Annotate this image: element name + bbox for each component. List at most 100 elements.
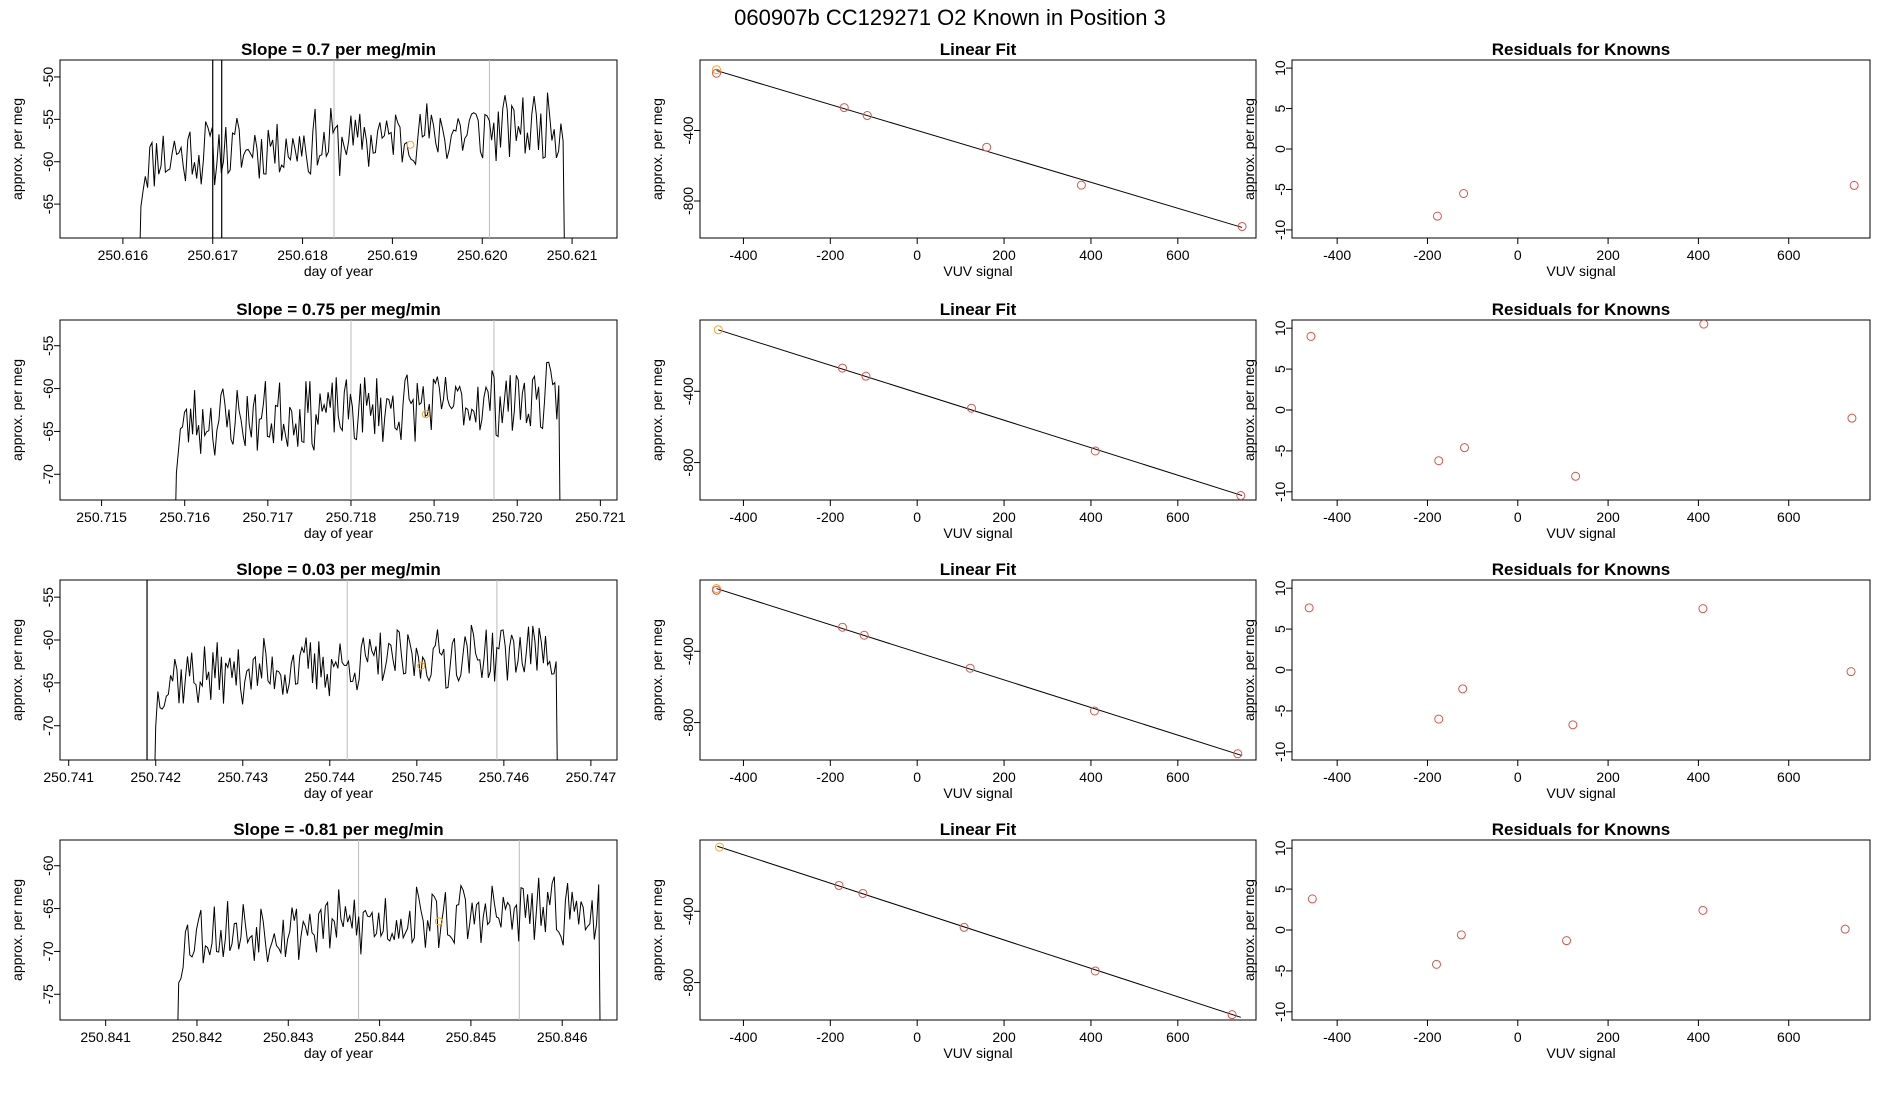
x-tick-label: 250.718 <box>326 509 377 525</box>
x-tick-label: 250.745 <box>392 769 443 785</box>
panels: Slope = 0.7 per meg/min 250.616 250.617 250… <box>9 40 1871 1061</box>
data-point <box>715 842 725 852</box>
plot-area <box>146 580 558 760</box>
residual-point <box>1849 180 1859 190</box>
x-tick-label: 250.616 <box>98 247 149 263</box>
residual-point <box>1568 720 1578 730</box>
panel-residuals-0: Residuals for Knowns -400 -200 0 200 400 600 -1… <box>1241 40 1871 279</box>
x-axis-label: VUV signal <box>1546 263 1615 279</box>
plot-area <box>139 60 565 238</box>
data-point <box>1227 1010 1237 1020</box>
panel-title: Slope = 0.7 per meg/min <box>241 40 436 59</box>
panel-title: Slope = 0.03 per meg/min <box>236 560 441 579</box>
y-tick-label: -5 <box>1272 444 1288 457</box>
residual-point <box>1459 189 1469 198</box>
residual-point <box>1458 684 1468 694</box>
data-point <box>834 880 844 890</box>
x-axis-label: day of year <box>304 1045 374 1061</box>
plot-area <box>175 320 561 500</box>
data-point <box>1090 966 1100 976</box>
x-tick-label: -200 <box>1413 1029 1441 1045</box>
y-tick-label: -60 <box>40 855 56 875</box>
x-tick-label: -400 <box>1323 1029 1351 1045</box>
x-tick-label: 600 <box>1166 1029 1190 1045</box>
y-axis-label: approx. per meg <box>649 359 665 461</box>
residual-point <box>1307 894 1317 904</box>
y-tick-label: 0 <box>1272 926 1288 934</box>
x-axis-label: VUV signal <box>943 263 1012 279</box>
y-tick-label: -60 <box>40 151 56 171</box>
y-tick-label: -65 <box>40 898 56 918</box>
panel-title: Linear Fit <box>940 820 1017 839</box>
data-point <box>861 371 871 381</box>
plot-frame <box>699 579 1257 761</box>
y-tick-label: -55 <box>40 335 56 355</box>
y-tick-label: -10 <box>1272 220 1288 240</box>
residual-point <box>1304 603 1314 613</box>
y-tick-label: -800 <box>680 187 696 215</box>
x-tick-label: -200 <box>816 247 844 263</box>
y-tick-label: -10 <box>1272 481 1288 501</box>
plot-area <box>177 840 601 1020</box>
y-tick-label: -65 <box>40 194 56 214</box>
residual-point <box>1459 443 1469 453</box>
data-point <box>1236 491 1246 500</box>
plot-frame <box>59 319 618 501</box>
x-tick-label: 200 <box>1596 247 1620 263</box>
x-tick-label: 600 <box>1166 769 1190 785</box>
y-tick-label: -55 <box>40 109 56 129</box>
x-axis-label: VUV signal <box>943 525 1012 541</box>
x-tick-label: 250.846 <box>537 1029 588 1045</box>
x-tick-label: -200 <box>1413 769 1441 785</box>
x-tick-label: 250.845 <box>446 1029 497 1045</box>
y-tick-label: -800 <box>680 968 696 996</box>
plot-frame <box>699 319 1257 501</box>
x-tick-label: 200 <box>1596 1029 1620 1045</box>
panel-title: Residuals for Knowns <box>1492 820 1671 839</box>
x-tick-label: 400 <box>1079 769 1103 785</box>
x-tick-label: 250.621 <box>547 247 598 263</box>
y-tick-label: -400 <box>680 897 696 925</box>
fit-line <box>718 329 1243 497</box>
panel-title: Slope = -0.81 per meg/min <box>233 820 443 839</box>
y-tick-label: -400 <box>680 377 696 405</box>
data-point <box>858 888 868 898</box>
plot-frame <box>1291 319 1871 501</box>
data-point <box>712 68 722 78</box>
y-axis-label: approx. per meg <box>9 879 25 981</box>
y-tick-label: -70 <box>40 941 56 961</box>
residual-point <box>1434 714 1444 724</box>
x-tick-label: -200 <box>816 1029 844 1045</box>
plot-frame <box>59 839 618 1021</box>
y-tick-label: -60 <box>40 630 56 650</box>
plot-frame <box>1291 839 1871 1021</box>
y-tick-label: 10 <box>1272 840 1288 856</box>
y-tick-label: -65 <box>40 421 56 441</box>
panel-title: Residuals for Knowns <box>1492 300 1671 319</box>
y-tick-label: -75 <box>40 984 56 1004</box>
x-tick-label: 250.744 <box>304 769 355 785</box>
y-axis-label: approx. per meg <box>9 359 25 461</box>
y-tick-label: -400 <box>680 116 696 144</box>
y-tick-label: -5 <box>1272 964 1288 977</box>
x-tick-label: 250.742 <box>130 769 181 785</box>
plot-area <box>715 842 1241 1020</box>
residual-point <box>1699 320 1709 329</box>
y-axis-label: approx. per meg <box>649 619 665 721</box>
data-point <box>1233 749 1243 759</box>
x-axis-label: VUV signal <box>943 1045 1012 1061</box>
data-point <box>713 325 723 335</box>
y-tick-label: -70 <box>40 715 56 735</box>
data-point <box>1090 446 1100 456</box>
y-tick-label: 5 <box>1272 104 1288 112</box>
x-tick-label: 250.617 <box>187 247 238 263</box>
residual-point <box>1432 211 1442 221</box>
y-tick-label: -10 <box>1272 1001 1288 1021</box>
y-axis-label: approx. per meg <box>1241 359 1257 461</box>
x-tick-label: 250.746 <box>479 769 530 785</box>
x-tick-label: 600 <box>1777 509 1801 525</box>
panel-title: Linear Fit <box>940 300 1017 319</box>
x-tick-label: 250.618 <box>277 247 328 263</box>
trace-line <box>177 876 601 1020</box>
x-tick-label: 400 <box>1687 1029 1711 1045</box>
